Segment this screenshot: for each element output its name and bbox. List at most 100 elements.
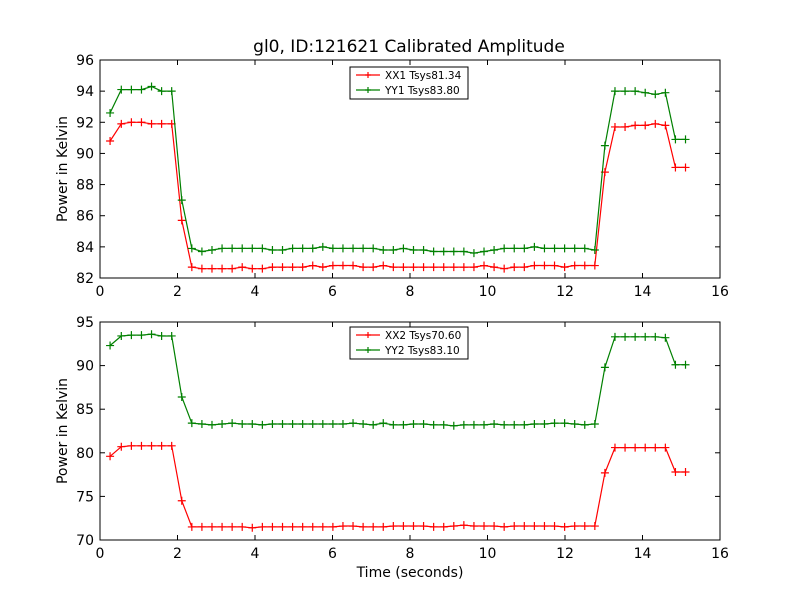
data-point	[147, 441, 156, 450]
data-point	[106, 136, 115, 145]
data-point	[661, 121, 670, 130]
data-point	[197, 247, 206, 256]
data-point	[550, 419, 559, 428]
legend: XX2 Tsys70.60 YY2 Tsys83.10	[349, 326, 469, 360]
data-point	[490, 245, 499, 254]
data-point	[389, 263, 398, 272]
data-point	[369, 420, 378, 429]
data-point	[157, 119, 166, 128]
legend-frame	[349, 66, 469, 100]
data-point	[449, 247, 458, 256]
data-point	[560, 522, 569, 531]
data-point	[681, 360, 690, 369]
data-point	[127, 85, 136, 94]
x-tick-label: 8	[406, 546, 415, 562]
data-point	[439, 263, 448, 272]
data-point	[600, 141, 609, 150]
legend-entry-label: YY1 Tsys83.80	[384, 85, 460, 97]
data-point	[238, 244, 247, 253]
data-point	[278, 245, 287, 254]
data-point	[298, 420, 307, 429]
data-point	[349, 419, 358, 428]
data-point	[187, 244, 196, 253]
data-point	[137, 331, 146, 340]
data-point	[389, 245, 398, 254]
data-point	[651, 119, 660, 128]
x-tick-label: 6	[328, 284, 337, 300]
data-point	[338, 261, 347, 270]
data-point	[439, 420, 448, 429]
data-point	[550, 522, 559, 531]
data-point	[631, 121, 640, 130]
data-point	[288, 522, 297, 531]
legend-entry-label: XX1 Tsys81.34	[385, 70, 462, 82]
data-point	[328, 420, 337, 429]
data-point	[218, 420, 227, 429]
data-point	[409, 245, 418, 254]
data-point	[207, 264, 216, 273]
legend-swatch-marker	[365, 72, 371, 78]
data-point	[590, 245, 599, 254]
data-point	[106, 341, 115, 350]
data-point	[137, 85, 146, 94]
data-point	[419, 522, 428, 531]
chart-panel-2: 0 2 4 6 8 10 12 14 16 70 75 80 85 90 95 Power in Kelvin…	[55, 315, 729, 581]
data-point	[490, 522, 499, 531]
data-point	[127, 118, 136, 127]
data-point	[177, 496, 186, 505]
y-tick-label: 90	[76, 359, 94, 375]
y-tick-label: 96	[76, 53, 94, 69]
data-point	[641, 88, 650, 97]
data-point	[379, 522, 388, 531]
data-point	[228, 264, 237, 273]
y-axis-label: Power in Kelvin	[55, 116, 71, 222]
data-point	[147, 330, 156, 339]
data-point	[268, 420, 277, 429]
data-point	[429, 420, 438, 429]
data-point	[258, 264, 267, 273]
x-tick-label: 12	[556, 284, 574, 300]
data-point	[328, 522, 337, 531]
y-tick-label: 94	[76, 84, 94, 100]
data-point	[631, 332, 640, 341]
data-point	[580, 420, 589, 429]
data-point	[520, 263, 529, 272]
data-point	[167, 331, 176, 340]
data-point	[117, 442, 126, 451]
data-point	[580, 522, 589, 531]
data-point	[429, 247, 438, 256]
data-point	[500, 420, 509, 429]
data-point	[167, 441, 176, 450]
data-point	[369, 244, 378, 253]
data-point	[469, 420, 478, 429]
data-point	[600, 363, 609, 372]
data-point	[268, 245, 277, 254]
legend-swatch-marker	[365, 332, 371, 338]
data-point	[228, 419, 237, 428]
data-point	[349, 522, 358, 531]
data-point	[147, 82, 156, 91]
data-point	[379, 261, 388, 270]
data-point	[177, 196, 186, 205]
data-point	[681, 163, 690, 172]
data-point	[359, 420, 368, 429]
legend: XX1 Tsys81.34 YY1 Tsys83.80	[349, 66, 469, 100]
data-point	[177, 216, 186, 225]
data-point	[328, 244, 337, 253]
data-point	[228, 522, 237, 531]
data-point	[480, 247, 489, 256]
data-point	[278, 420, 287, 429]
data-point	[651, 332, 660, 341]
data-point	[661, 88, 670, 97]
data-point	[439, 247, 448, 256]
y-tick-label: 85	[76, 402, 94, 418]
y-tick-label: 70	[76, 533, 94, 549]
data-point	[570, 522, 579, 531]
data-point	[631, 443, 640, 452]
series-2	[106, 82, 690, 258]
y-tick-label: 82	[76, 271, 94, 287]
y-tick-label: 90	[76, 146, 94, 162]
data-point	[308, 522, 317, 531]
